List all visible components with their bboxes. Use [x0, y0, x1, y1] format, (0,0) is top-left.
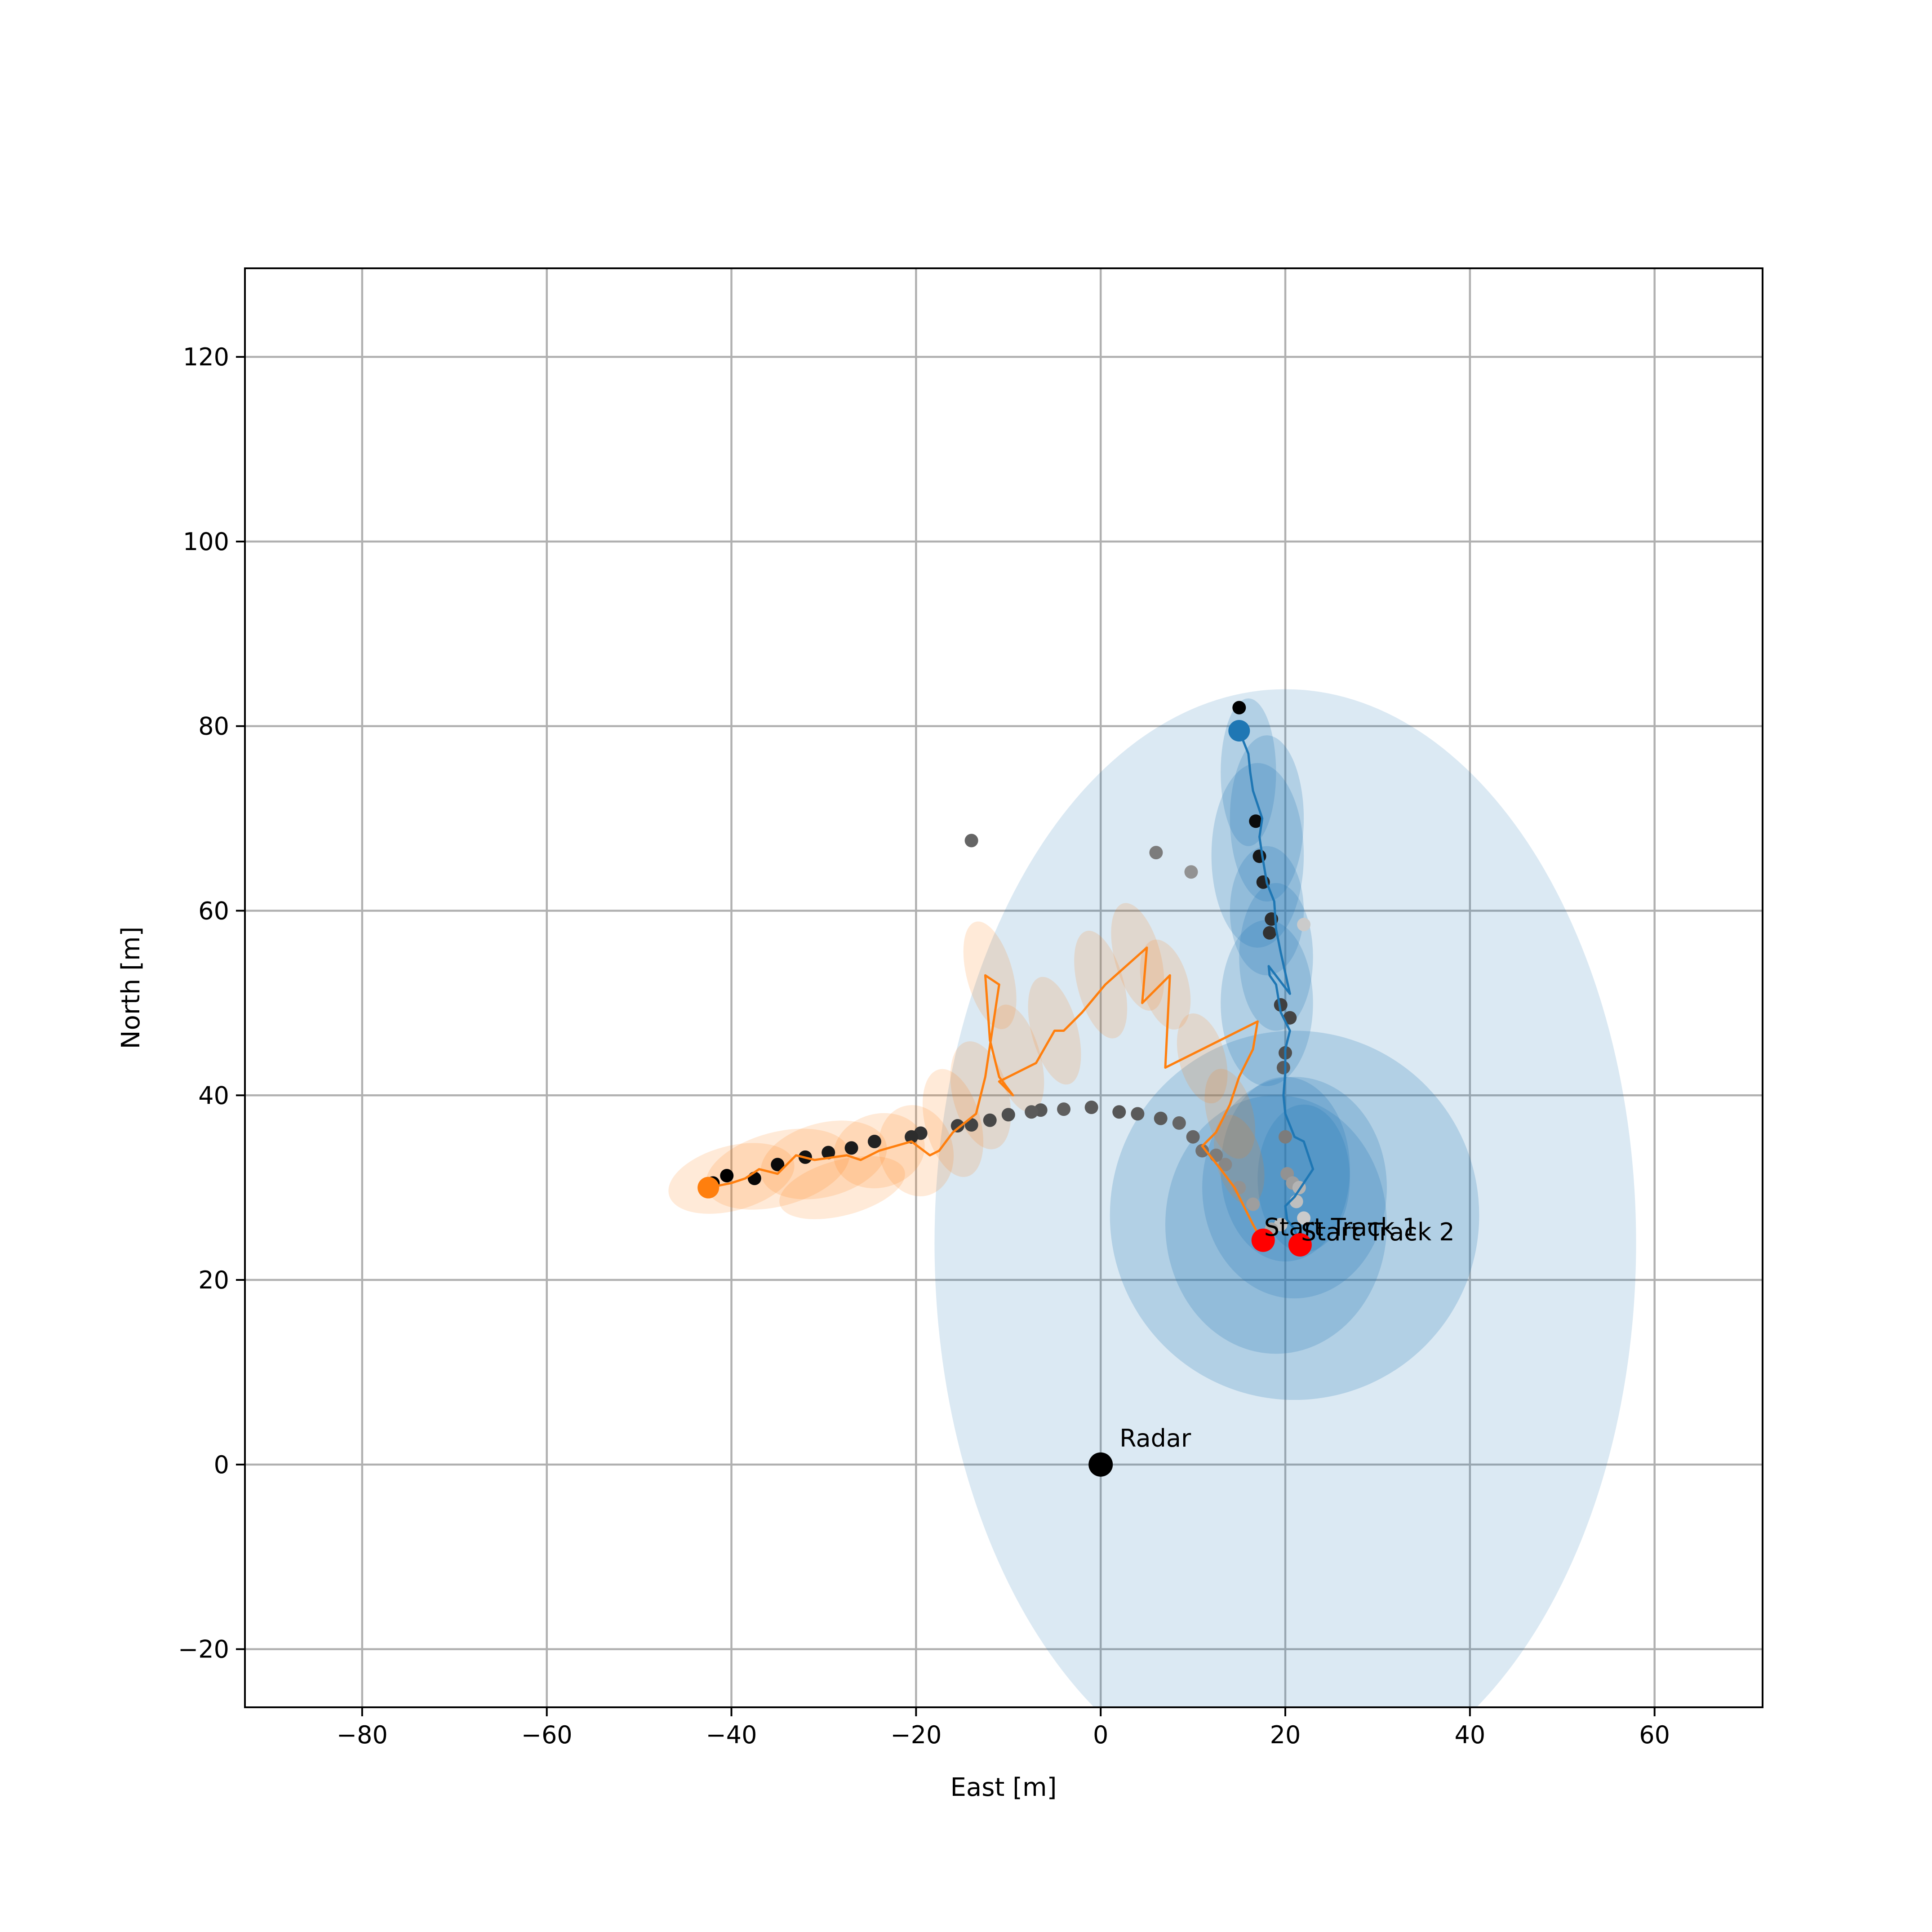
y-tick-label: 0 — [214, 1451, 229, 1479]
measurement-point — [1057, 1102, 1071, 1116]
measurement-point — [1283, 1011, 1297, 1025]
radar-marker — [1088, 1452, 1113, 1477]
x-tick-label: 0 — [1093, 1721, 1108, 1749]
track-2-end-marker — [697, 1177, 720, 1199]
start-track-2-marker — [1288, 1233, 1312, 1257]
measurement-point — [1263, 926, 1277, 940]
x-tick-label: −80 — [337, 1721, 388, 1749]
track-2-uncertainty-ellipse — [1140, 939, 1191, 1030]
track-1-end-marker — [1228, 720, 1250, 742]
measurement-point — [1001, 1108, 1015, 1122]
measurement-point — [1246, 1197, 1260, 1211]
x-tick-label: −60 — [521, 1721, 573, 1749]
measurement-point — [747, 1172, 761, 1186]
x-tick-label: −20 — [890, 1721, 942, 1749]
track-2-uncertainty-ellipse — [1214, 1115, 1265, 1205]
start-track-1-marker — [1251, 1228, 1275, 1252]
measurement-point — [1232, 701, 1246, 715]
track-2-uncertainty-ellipse — [1074, 931, 1128, 1039]
track-2-uncertainty-ellipse — [1204, 1069, 1256, 1159]
start-track-2-label: Start Track 2 — [1301, 1218, 1455, 1246]
measurement-point — [1184, 865, 1198, 879]
measurement-point — [720, 1168, 734, 1182]
grid — [245, 268, 1763, 1707]
measurement-point — [1209, 1148, 1223, 1162]
track-1-uncertainty-ellipse — [1239, 883, 1313, 1031]
y-tick-label: 100 — [183, 528, 229, 556]
track-1-uncertainty-ellipse — [1230, 735, 1304, 902]
measurement-point — [950, 1119, 964, 1133]
measurement-point — [1149, 846, 1163, 860]
measurement-point — [983, 1113, 997, 1127]
measurement-point — [1276, 1061, 1290, 1075]
track-lines — [708, 730, 1315, 1245]
x-axis-label: East [m] — [950, 1773, 1057, 1802]
measurement-point — [1154, 1111, 1168, 1125]
measurement-point — [1297, 1211, 1311, 1225]
track-2-line — [708, 946, 1263, 1242]
y-axis-label: North [m] — [116, 927, 146, 1049]
measurement-point — [1289, 1195, 1303, 1208]
track-2-uncertainty-ellipse — [760, 1120, 887, 1199]
track-2-uncertainty-ellipse — [1177, 1013, 1228, 1104]
track-1-line — [1238, 730, 1315, 1245]
measurement-point — [905, 1130, 919, 1144]
x-tick-label: −40 — [706, 1721, 757, 1749]
measurement-point — [1186, 1130, 1200, 1144]
measurement-point — [1025, 1105, 1039, 1119]
measurement-point — [964, 834, 978, 848]
y-tick-label: −20 — [178, 1635, 229, 1664]
y-tick-label: 40 — [198, 1081, 229, 1110]
track-1-uncertainty-ellipse — [1110, 1030, 1479, 1400]
measurement-point — [1297, 918, 1311, 932]
plot-area — [245, 268, 1763, 1707]
start-track-1-label: Start Track 1 — [1264, 1213, 1418, 1242]
y-tick-label: 120 — [183, 343, 229, 371]
track-1-uncertainty-ellipse — [934, 689, 1636, 1707]
x-tick-label: 40 — [1454, 1721, 1485, 1749]
measurement-point — [1112, 1105, 1126, 1119]
measurement-point — [1218, 1158, 1232, 1172]
measurement-point — [1249, 814, 1263, 828]
track-2-uncertainty-ellipse — [963, 921, 1017, 1030]
track-2-uncertainty-ellipse — [779, 1156, 905, 1219]
track-1-uncertainty-ellipse — [1221, 920, 1313, 1086]
measurement-point — [867, 1134, 881, 1148]
track-2-uncertainty-ellipse — [878, 1105, 954, 1196]
axis-ticks: −80 −60 −40 −20 0 20 40 60 −20 0 20 40 60 80 100 120 — [178, 343, 1670, 1749]
plot-frame — [244, 267, 1763, 1708]
measurement-point — [1274, 998, 1288, 1012]
measurement-point — [1084, 1100, 1098, 1114]
track-1-uncertainty-ellipse — [1221, 698, 1276, 846]
radar-label: Radar — [1119, 1424, 1191, 1452]
track-1-uncertainty-ellipse — [1230, 846, 1304, 976]
measurement-point — [844, 1141, 858, 1155]
measurement-point — [771, 1158, 785, 1172]
measurement-point — [1131, 1107, 1145, 1121]
x-tick-label: 60 — [1639, 1721, 1670, 1749]
measurement-point — [1279, 1130, 1292, 1144]
y-tick-label: 80 — [198, 712, 229, 741]
y-tick-label: 60 — [198, 897, 229, 925]
measurement-point — [1195, 1144, 1209, 1158]
y-tick-label: 20 — [198, 1266, 229, 1294]
x-tick-label: 20 — [1270, 1721, 1301, 1749]
measurement-point — [1172, 1116, 1186, 1130]
measurement-point — [822, 1146, 835, 1159]
